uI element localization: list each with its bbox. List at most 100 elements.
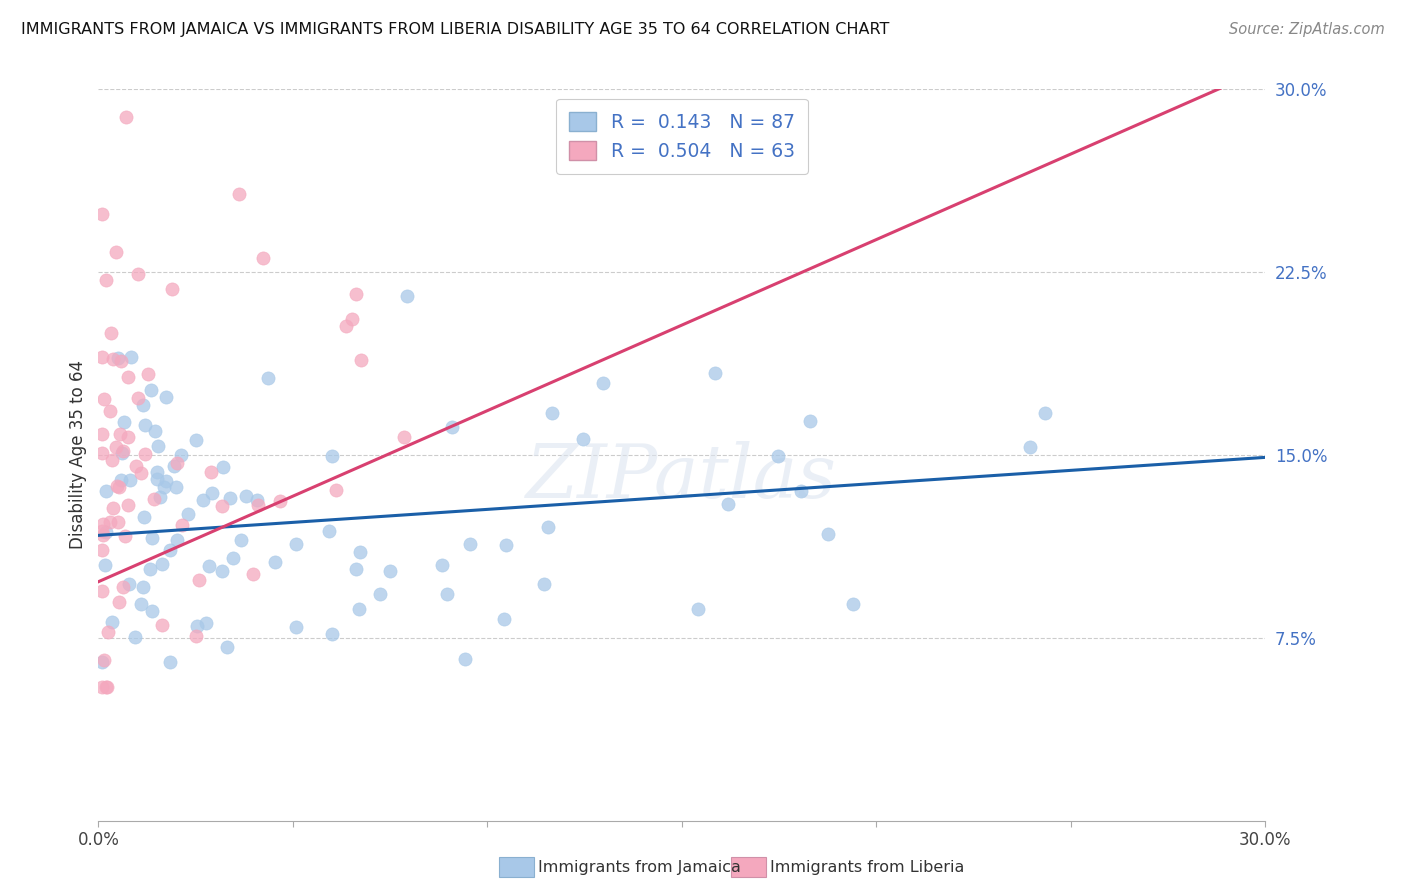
Point xyxy=(146,471,169,485)
Point xyxy=(134,418,156,433)
Point xyxy=(118,577,141,591)
Point xyxy=(94,680,117,694)
Point xyxy=(436,587,458,601)
Point xyxy=(395,289,418,303)
Point xyxy=(321,627,343,641)
Point xyxy=(252,251,274,265)
Point xyxy=(176,507,198,521)
Point xyxy=(211,499,233,513)
Point xyxy=(592,376,614,390)
Point xyxy=(201,486,224,500)
Point xyxy=(101,352,124,367)
Point xyxy=(159,542,181,557)
Y-axis label: Disability Age 35 to 64: Disability Age 35 to 64 xyxy=(69,360,87,549)
Point xyxy=(186,433,208,447)
Point xyxy=(229,533,252,548)
Point xyxy=(186,619,208,633)
Point xyxy=(98,515,121,529)
Point xyxy=(94,524,117,539)
Point xyxy=(166,533,188,547)
Point xyxy=(686,602,709,616)
Point xyxy=(107,351,129,366)
Point xyxy=(91,524,114,539)
Point xyxy=(285,537,308,551)
Point xyxy=(93,653,115,667)
Point xyxy=(799,415,821,429)
Point xyxy=(117,370,139,384)
Point xyxy=(350,353,373,368)
Point xyxy=(170,448,193,462)
Point xyxy=(344,562,367,576)
Point xyxy=(111,443,134,458)
Point xyxy=(104,245,127,260)
Point xyxy=(139,383,162,397)
Point xyxy=(321,449,343,463)
Point xyxy=(150,557,173,571)
Point xyxy=(153,480,176,494)
Point xyxy=(110,353,132,368)
Point xyxy=(242,567,264,582)
Point xyxy=(344,287,367,301)
Point xyxy=(121,350,143,364)
Point xyxy=(112,416,135,430)
Point xyxy=(218,491,240,505)
Point xyxy=(110,473,132,487)
Point xyxy=(143,425,166,439)
Point xyxy=(117,498,139,512)
Point xyxy=(430,558,453,572)
Point xyxy=(572,432,595,446)
Point xyxy=(91,655,114,669)
Point xyxy=(91,543,114,558)
Point xyxy=(703,366,725,380)
Point xyxy=(91,207,114,221)
Point xyxy=(162,458,184,473)
Point xyxy=(246,493,269,508)
Point xyxy=(91,426,114,441)
Point xyxy=(101,500,124,515)
Point xyxy=(149,490,172,504)
Point xyxy=(124,630,146,644)
Point xyxy=(458,537,481,551)
Point xyxy=(1033,406,1056,420)
Point xyxy=(1019,441,1042,455)
Point xyxy=(212,459,235,474)
Point xyxy=(91,680,114,694)
Point xyxy=(94,558,117,572)
Point xyxy=(115,110,138,124)
Point xyxy=(108,427,131,442)
Point xyxy=(191,493,214,508)
Point xyxy=(198,558,221,573)
Point xyxy=(335,318,357,333)
Point xyxy=(790,484,813,499)
Point xyxy=(101,615,124,629)
Point xyxy=(141,604,163,618)
Point xyxy=(132,398,155,412)
Point xyxy=(378,564,401,578)
Point xyxy=(342,312,364,326)
Point xyxy=(325,483,347,498)
Point xyxy=(247,498,270,512)
Point xyxy=(188,573,211,587)
Point xyxy=(492,611,515,625)
Point xyxy=(160,282,183,296)
Point xyxy=(368,587,391,601)
Point xyxy=(264,555,287,569)
Point xyxy=(285,620,308,634)
Point xyxy=(454,652,477,666)
Point xyxy=(318,524,340,538)
Point xyxy=(817,527,839,541)
Point xyxy=(94,484,117,499)
Point xyxy=(107,515,129,529)
Point xyxy=(143,492,166,507)
Point xyxy=(269,494,291,508)
Point xyxy=(766,449,789,463)
Point xyxy=(105,479,128,493)
Point xyxy=(349,545,371,559)
Point xyxy=(166,456,188,470)
Point xyxy=(105,441,128,455)
Point xyxy=(533,577,555,591)
Point xyxy=(235,489,257,503)
Point xyxy=(94,273,117,287)
Point xyxy=(155,391,177,405)
Text: Immigrants from Jamaica: Immigrants from Jamaica xyxy=(538,861,741,875)
